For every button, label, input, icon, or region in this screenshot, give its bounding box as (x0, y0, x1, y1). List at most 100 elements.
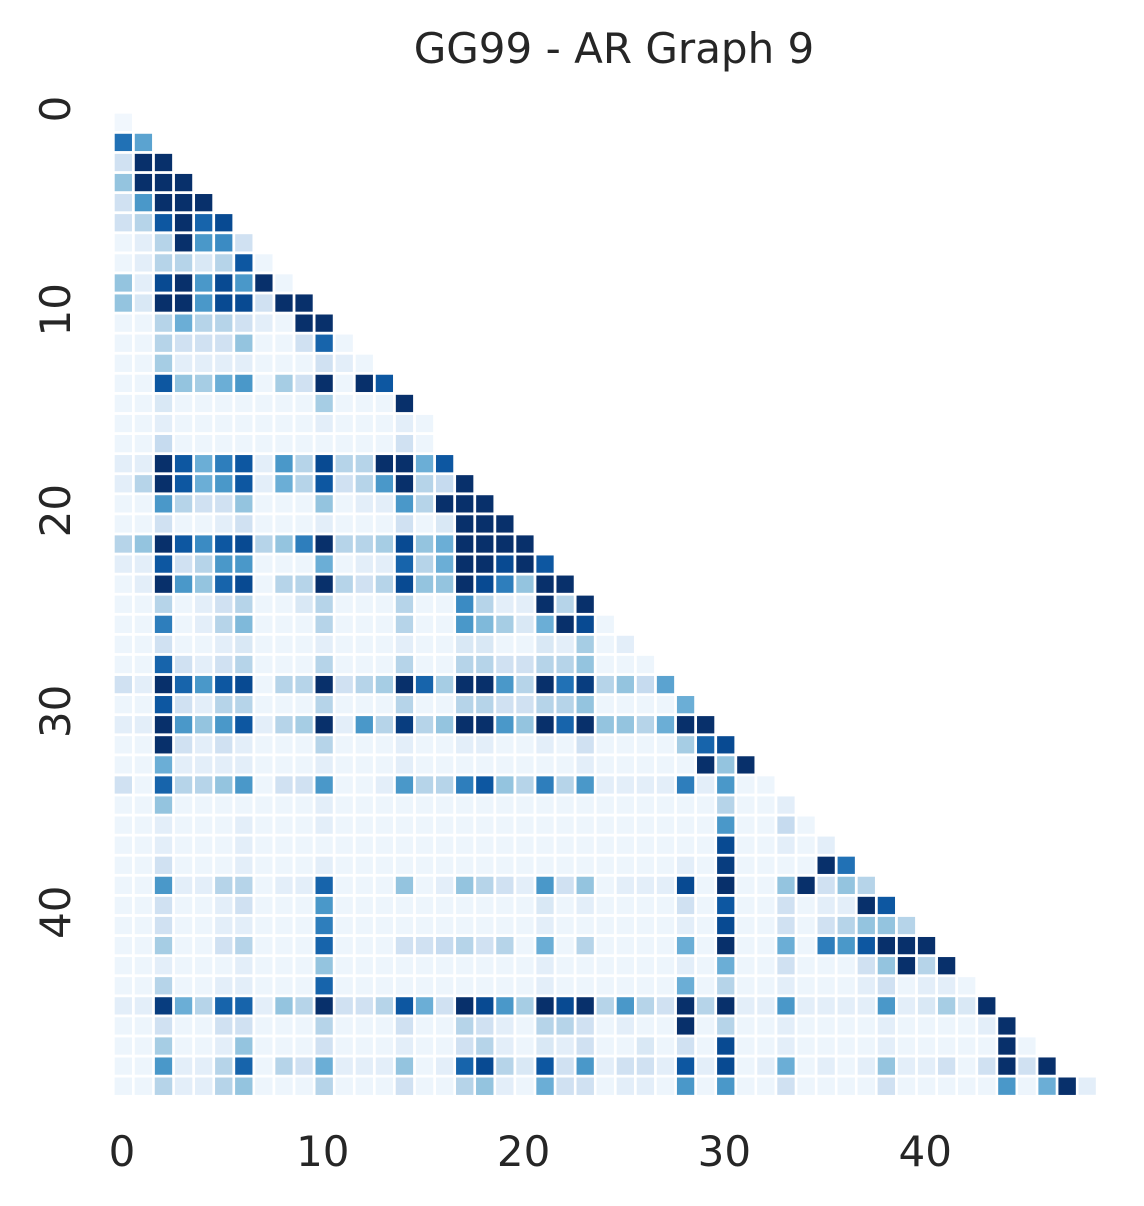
heatmap-cell-r43-c34 (797, 977, 815, 995)
heatmap-cell-r46-c6 (235, 1037, 253, 1055)
heatmap-cell-r22-c14 (395, 555, 414, 573)
heatmap-cell-r30-c12 (355, 716, 373, 734)
heatmap-cell-r28-c21 (536, 675, 554, 694)
heatmap-cell-r43-c8 (275, 977, 293, 995)
heatmap-cell-r36-c1 (134, 836, 153, 854)
heatmap-cell-r29-c10 (315, 696, 333, 714)
heatmap-cell-r14-c0 (114, 394, 132, 413)
heatmap-cell-r33-c8 (275, 776, 293, 794)
heatmap-cell-r31-c11 (335, 736, 353, 754)
heatmap-cell-r30-c20 (516, 716, 534, 734)
heatmap-cell-r43-c13 (375, 977, 394, 995)
heatmap-cell-r2-c0 (114, 153, 132, 172)
heatmap-cell-r34-c18 (476, 796, 494, 814)
heatmap-cell-r33-c10 (315, 776, 333, 794)
heatmap-cell-r47-c3 (174, 1057, 193, 1075)
heatmap-cell-r48-c9 (295, 1077, 313, 1095)
heatmap-cell-r46-c28 (676, 1037, 695, 1055)
heatmap-cell-r5-c3 (174, 214, 193, 232)
heatmap-cell-r25-c16 (435, 615, 454, 633)
heatmap-cell-r24-c4 (195, 595, 213, 613)
heatmap-cell-r30-c14 (395, 716, 414, 734)
heatmap-cell-r39-c0 (114, 896, 132, 915)
heatmap-cell-r23-c22 (556, 575, 574, 593)
heatmap-cell-r48-c35 (817, 1077, 835, 1095)
heatmap-cell-r42-c7 (255, 957, 273, 975)
heatmap-cell-r30-c16 (435, 716, 454, 734)
heatmap-cell-r7-c2 (154, 254, 173, 272)
heatmap-cell-r31-c6 (235, 736, 253, 754)
heatmap-cell-r35-c32 (757, 816, 775, 834)
heatmap-cell-r28-c16 (435, 675, 454, 694)
heatmap-cell-r12-c9 (295, 354, 313, 372)
heatmap-cell-r43-c3 (174, 977, 193, 995)
heatmap-cell-r28-c14 (395, 675, 414, 694)
heatmap-cell-r27-c12 (355, 655, 373, 674)
heatmap-cell-r37-c15 (415, 856, 434, 874)
heatmap-cell-r48-c32 (757, 1077, 775, 1095)
heatmap-cell-r39-c36 (837, 896, 855, 915)
heatmap-cell-r43-c6 (235, 977, 253, 995)
heatmap-cell-r42-c25 (616, 957, 634, 975)
heatmap-cell-r28-c6 (235, 675, 253, 694)
heatmap-cell-r46-c3 (174, 1037, 193, 1055)
heatmap-cell-r31-c2 (154, 736, 173, 754)
heatmap-cell-r5-c1 (134, 214, 153, 232)
heatmap-cell-r34-c3 (174, 796, 193, 814)
heatmap-cell-r20-c18 (476, 515, 494, 533)
x-tick-20: 20 (497, 1127, 550, 1176)
heatmap-cell-r43-c25 (616, 977, 634, 995)
heatmap-cell-r34-c31 (737, 796, 755, 814)
heatmap-cell-r46-c32 (757, 1037, 775, 1055)
heatmap-cell-r33-c17 (456, 776, 474, 794)
heatmap-cell-r11-c2 (154, 334, 173, 352)
heatmap-cell-r27-c22 (556, 655, 574, 674)
heatmap-cell-r31-c8 (275, 736, 293, 754)
heatmap-cell-r32-c6 (235, 756, 253, 774)
heatmap-cell-r38-c12 (355, 876, 373, 895)
heatmap-cell-r39-c12 (355, 896, 373, 915)
heatmap-cell-r36-c14 (395, 836, 414, 854)
heatmap-cell-r42-c23 (576, 957, 594, 975)
heatmap-cell-r43-c40 (917, 977, 936, 995)
heatmap-cell-r30-c17 (456, 716, 474, 734)
heatmap-cell-r47-c11 (335, 1057, 353, 1075)
heatmap-cell-r28-c1 (134, 675, 153, 694)
heatmap-cell-r21-c0 (114, 535, 132, 553)
heatmap-cell-r33-c31 (737, 776, 755, 794)
heatmap-cell-r34-c4 (195, 796, 213, 814)
heatmap-cell-r35-c24 (596, 816, 614, 834)
heatmap-cell-r31-c1 (134, 736, 153, 754)
heatmap-cell-r32-c21 (536, 756, 554, 774)
heatmap-cell-r30-c29 (697, 716, 715, 734)
heatmap-cell-r44-c16 (435, 997, 454, 1015)
heatmap-cell-r43-c7 (255, 977, 273, 995)
heatmap-cell-r32-c26 (636, 756, 655, 774)
heatmap-cell-r9-c4 (195, 294, 213, 312)
heatmap-cell-r31-c12 (355, 736, 373, 754)
heatmap-cell-r46-c39 (897, 1037, 916, 1055)
heatmap-cell-r33-c0 (114, 776, 132, 794)
heatmap-cell-r45-c5 (215, 1017, 233, 1035)
heatmap-cell-r25-c0 (114, 615, 132, 633)
heatmap-cell-r38-c26 (636, 876, 655, 895)
heatmap-cell-r47-c0 (114, 1057, 132, 1075)
heatmap-cell-r41-c9 (295, 936, 313, 955)
heatmap-cell-r23-c11 (335, 575, 353, 593)
heatmap-cell-r45-c41 (937, 1017, 956, 1035)
heatmap-cell-r31-c25 (616, 736, 634, 754)
heatmap-cell-r43-c9 (295, 977, 313, 995)
heatmap-cell-r35-c1 (134, 816, 153, 834)
heatmap-cell-r41-c26 (636, 936, 655, 955)
heatmap-cell-r48-c47 (1058, 1077, 1076, 1095)
heatmap-cell-r27-c15 (415, 655, 434, 674)
heatmap-cell-r37-c36 (837, 856, 855, 874)
heatmap-cell-r43-c10 (315, 977, 333, 995)
heatmap-cell-r40-c31 (737, 916, 755, 935)
heatmap-cell-r24-c6 (235, 595, 253, 613)
heatmap-cell-r45-c39 (897, 1017, 916, 1035)
heatmap-cell-r40-c24 (596, 916, 614, 935)
heatmap-cell-r41-c6 (235, 936, 253, 955)
heatmap-cell-r27-c4 (195, 655, 213, 674)
heatmap-cell-r40-c13 (375, 916, 394, 935)
